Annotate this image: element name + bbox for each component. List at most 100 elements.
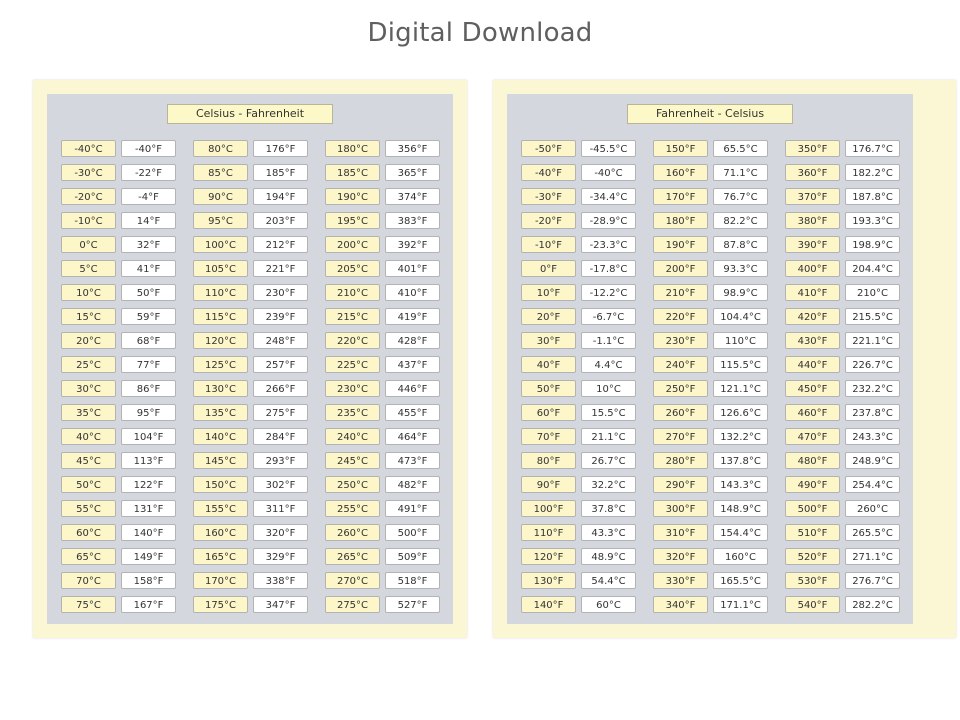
table-key-cell: 205°C: [325, 260, 380, 277]
table-value-cell: 26.7°C: [581, 452, 636, 469]
table-key-cell: 210°F: [653, 284, 708, 301]
table-value-cell: 132.2°C: [713, 428, 768, 445]
conversion-grid: -40°C -40°F -30°C -22°F -20°C -4°F -10°C 14°F 0°…: [61, 140, 441, 620]
table-key-cell: 165°C: [193, 548, 248, 565]
table-value-cell: 176°F: [253, 140, 308, 157]
table-value-cell: 158°F: [121, 572, 176, 589]
table-value-cell: 221°F: [253, 260, 308, 277]
table-value-cell: 302°F: [253, 476, 308, 493]
table-value-cell: 266°F: [253, 380, 308, 397]
table-value-cell: -22°F: [121, 164, 176, 181]
table-key-cell: 60°F: [521, 404, 576, 421]
table-value-cell: 95°F: [121, 404, 176, 421]
table-key-cell: -30°C: [61, 164, 116, 181]
table-key-cell: 370°F: [785, 188, 840, 205]
table-key-cell: 85°C: [193, 164, 248, 181]
table-key-cell: 30°F: [521, 332, 576, 349]
table-value-cell: 21.1°C: [581, 428, 636, 445]
table-key-cell: 140°F: [521, 596, 576, 613]
table-value-cell: 82.2°C: [713, 212, 768, 229]
table-key-cell: 45°C: [61, 452, 116, 469]
table-value-cell: 203°F: [253, 212, 308, 229]
table-value-cell: 365°F: [385, 164, 440, 181]
table-key-cell: 110°C: [193, 284, 248, 301]
table-value-cell: 284°F: [253, 428, 308, 445]
table-key-cell: 320°F: [653, 548, 708, 565]
table-value-cell: 121.1°C: [713, 380, 768, 397]
table-value-cell: 65.5°C: [713, 140, 768, 157]
table-value-cell: -4°F: [121, 188, 176, 205]
table-key-cell: -10°C: [61, 212, 116, 229]
table-key-cell: 230°C: [325, 380, 380, 397]
table-key-cell: -30°F: [521, 188, 576, 205]
chart-title: Celsius - Fahrenheit: [167, 104, 333, 124]
table-value-cell: 311°F: [253, 500, 308, 517]
table-key-cell: 145°C: [193, 452, 248, 469]
table-value-cell: 527°F: [385, 596, 440, 613]
table-value-cell: 4.4°C: [581, 356, 636, 373]
table-value-cell: -34.4°C: [581, 188, 636, 205]
table-value-cell: 320°F: [253, 524, 308, 541]
table-key-cell: 40°F: [521, 356, 576, 373]
table-key-cell: 450°F: [785, 380, 840, 397]
table-value-cell: 185°F: [253, 164, 308, 181]
table-value-cell: 248°F: [253, 332, 308, 349]
table-key-cell: 260°C: [325, 524, 380, 541]
table-value-cell: 437°F: [385, 356, 440, 373]
table-key-cell: 30°C: [61, 380, 116, 397]
table-value-cell: 50°F: [121, 284, 176, 301]
table-value-cell: 14°F: [121, 212, 176, 229]
table-key-cell: 130°C: [193, 380, 248, 397]
table-key-cell: 70°C: [61, 572, 116, 589]
table-value-cell: 43.3°C: [581, 524, 636, 541]
table-key-cell: 110°F: [521, 524, 576, 541]
table-key-cell: 180°C: [325, 140, 380, 157]
table-value-cell: 48.9°C: [581, 548, 636, 565]
table-value-cell: 198.9°C: [845, 236, 900, 253]
table-key-cell: 115°C: [193, 308, 248, 325]
table-value-cell: 87.8°C: [713, 236, 768, 253]
table-key-cell: 330°F: [653, 572, 708, 589]
table-key-cell: 180°F: [653, 212, 708, 229]
table-key-cell: 25°C: [61, 356, 116, 373]
fahrenheit-to-celsius-chart: Fahrenheit - Celsius -50°F -45.5°C -40°F -4…: [493, 80, 956, 638]
table-value-cell: 122°F: [121, 476, 176, 493]
table-key-cell: 230°F: [653, 332, 708, 349]
table-value-cell: -40°C: [581, 164, 636, 181]
table-value-cell: 98.9°C: [713, 284, 768, 301]
table-value-cell: 392°F: [385, 236, 440, 253]
table-key-cell: 510°F: [785, 524, 840, 541]
table-value-cell: 282.2°C: [845, 596, 900, 613]
table-key-cell: 195°C: [325, 212, 380, 229]
table-value-cell: 260°C: [845, 500, 900, 517]
table-value-cell: 149°F: [121, 548, 176, 565]
table-key-cell: 225°C: [325, 356, 380, 373]
table-key-cell: 275°C: [325, 596, 380, 613]
table-key-cell: 15°C: [61, 308, 116, 325]
table-key-cell: 10°F: [521, 284, 576, 301]
table-value-cell: 104.4°C: [713, 308, 768, 325]
table-value-cell: 237.8°C: [845, 404, 900, 421]
table-value-cell: 113°F: [121, 452, 176, 469]
table-key-cell: 65°C: [61, 548, 116, 565]
table-value-cell: 356°F: [385, 140, 440, 157]
table-key-cell: -10°F: [521, 236, 576, 253]
table-value-cell: -6.7°C: [581, 308, 636, 325]
table-value-cell: 329°F: [253, 548, 308, 565]
table-key-cell: 300°F: [653, 500, 708, 517]
table-key-cell: 80°C: [193, 140, 248, 157]
table-key-cell: 400°F: [785, 260, 840, 277]
table-key-cell: 50°C: [61, 476, 116, 493]
table-value-cell: 41°F: [121, 260, 176, 277]
table-key-cell: 235°C: [325, 404, 380, 421]
table-key-cell: 250°F: [653, 380, 708, 397]
table-key-cell: 440°F: [785, 356, 840, 373]
table-value-cell: 10°C: [581, 380, 636, 397]
table-value-cell: 419°F: [385, 308, 440, 325]
table-value-cell: 115.5°C: [713, 356, 768, 373]
table-value-cell: 54.4°C: [581, 572, 636, 589]
table-key-cell: 255°C: [325, 500, 380, 517]
table-value-cell: 482°F: [385, 476, 440, 493]
table-key-cell: 5°C: [61, 260, 116, 277]
table-value-cell: 86°F: [121, 380, 176, 397]
